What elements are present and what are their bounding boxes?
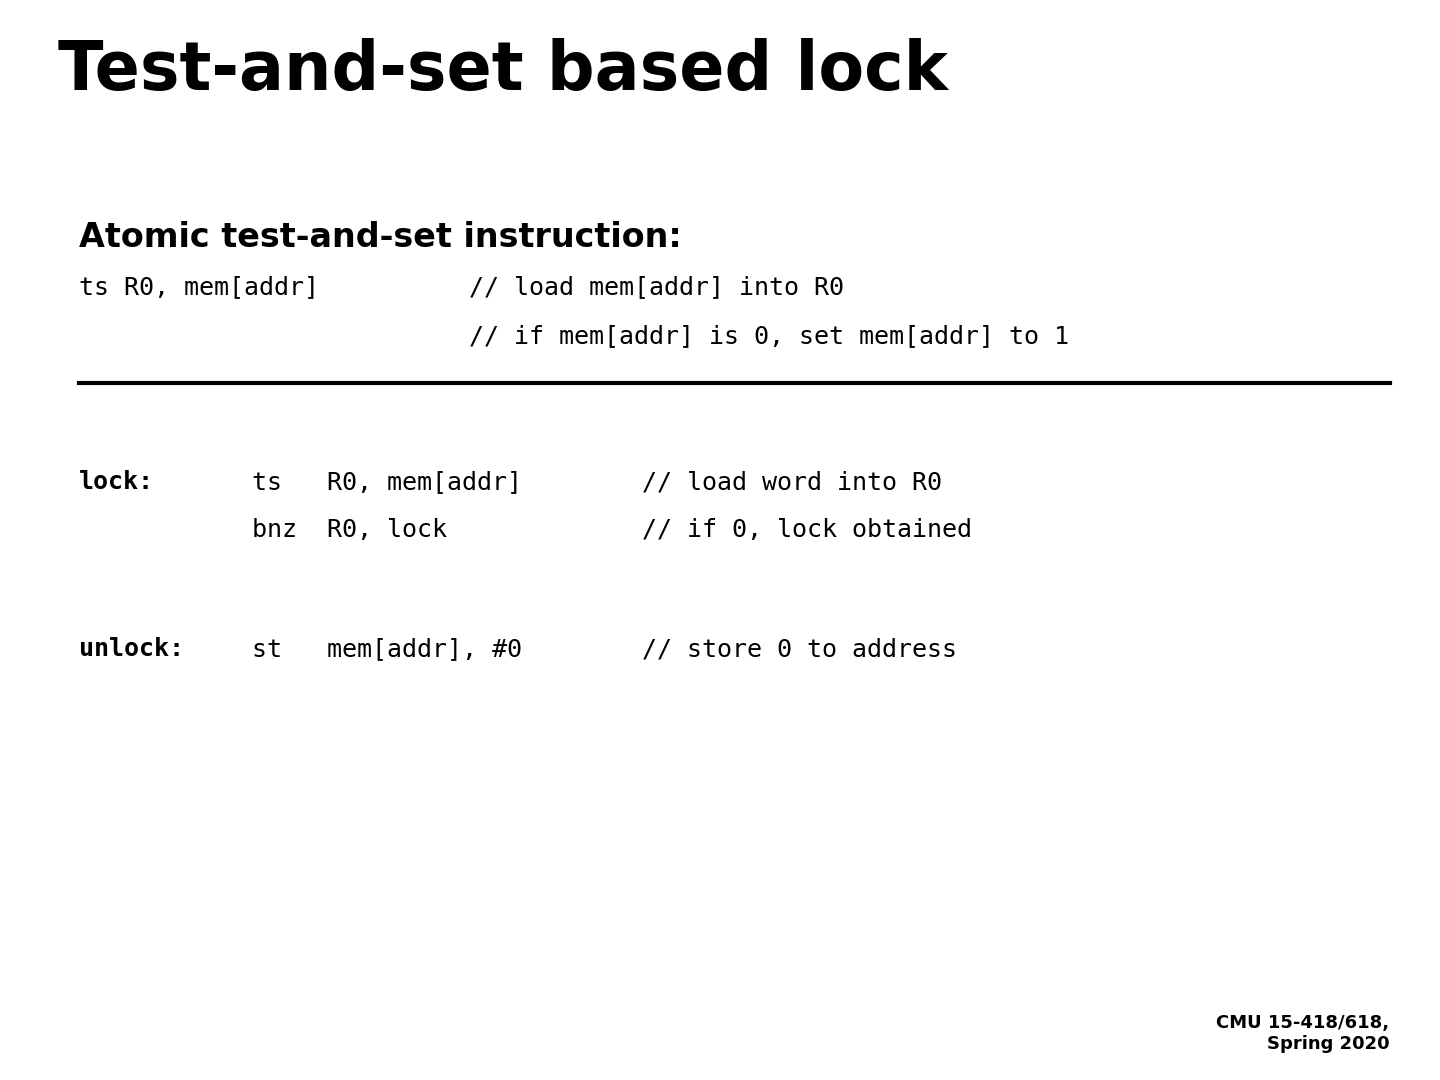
Text: CMU 15-418/618,
Spring 2020: CMU 15-418/618, Spring 2020 [1217,1014,1390,1053]
Text: st   mem[addr], #0        // store 0 to address: st mem[addr], #0 // store 0 to address [252,637,958,661]
Text: Test-and-set based lock: Test-and-set based lock [58,38,948,104]
Text: Atomic test-and-set instruction:: Atomic test-and-set instruction: [79,221,683,255]
Text: ts R0, mem[addr]          // load mem[addr] into R0: ts R0, mem[addr] // load mem[addr] into … [79,275,844,299]
Text: // if mem[addr] is 0, set mem[addr] to 1: // if mem[addr] is 0, set mem[addr] to 1 [79,324,1068,348]
Text: unlock:: unlock: [79,637,184,661]
Text: lock:: lock: [79,470,154,494]
Text: bnz  R0, lock             // if 0, lock obtained: bnz R0, lock // if 0, lock obtained [252,518,972,542]
Text: ts   R0, mem[addr]        // load word into R0: ts R0, mem[addr] // load word into R0 [252,470,942,494]
